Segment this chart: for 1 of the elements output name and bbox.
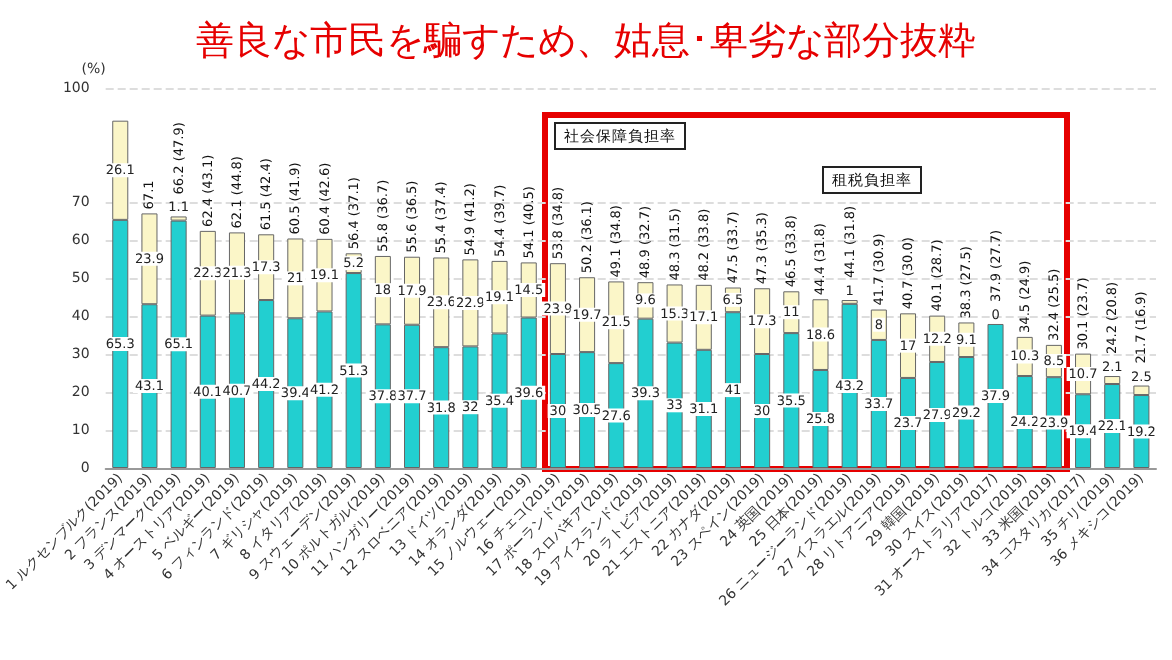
chart-title: 善良な市民を騙すため、姑息･卑劣な部分抜粋 — [196, 19, 976, 63]
